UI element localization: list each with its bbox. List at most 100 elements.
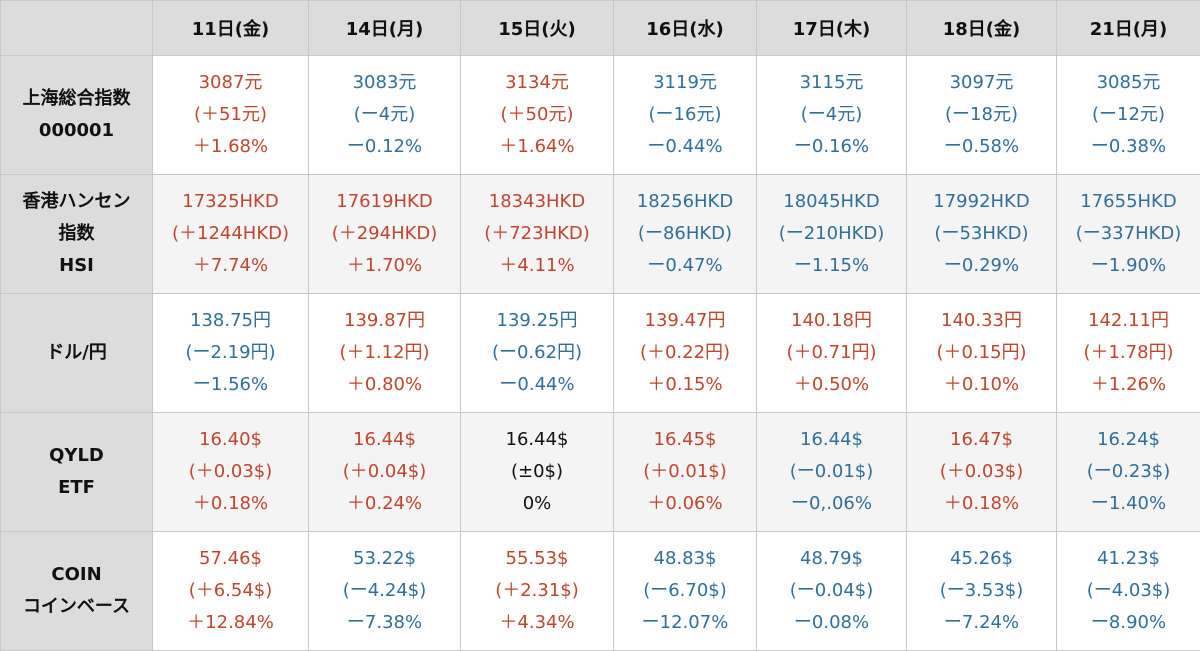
quote-cell: 48.83$(ー6.70$)ー12.07% [614, 532, 757, 651]
change-value: (ー12元) [1057, 99, 1200, 131]
price-value: 140.33円 [907, 305, 1056, 337]
quote-cell: 139.87円(＋1.12円)＋0.80% [309, 294, 461, 413]
change-percent: ー0.08% [757, 607, 906, 639]
change-percent: ー7.38% [309, 607, 460, 639]
quote-cell: 18256HKD(ー86HKD)ー0.47% [614, 175, 757, 294]
quote-cell: 3119元(ー16元)ー0.44% [614, 56, 757, 175]
change-value: (ー0.23$) [1057, 456, 1200, 488]
quote-cell: 138.75円(ー2.19円)ー1.56% [153, 294, 309, 413]
change-percent: ー0,.06% [757, 488, 906, 520]
change-percent: ー1.90% [1057, 250, 1200, 282]
date-header: 16日(水) [614, 1, 757, 56]
quote-cell: 16.24$(ー0.23$)ー1.40% [1057, 413, 1200, 532]
row-label-line: 000001 [1, 115, 152, 147]
change-percent: ＋12.84% [153, 607, 308, 639]
change-percent: ー0.38% [1057, 131, 1200, 163]
change-value: (ー53HKD) [907, 218, 1056, 250]
header-row: 11日(金) 14日(月) 15日(火) 16日(水) 17日(木) 18日(金… [1, 1, 1200, 56]
price-value: 16.47$ [907, 424, 1056, 456]
quote-cell: 53.22$(ー4.24$)ー7.38% [309, 532, 461, 651]
change-value: (ー0.01$) [757, 456, 906, 488]
quote-cell: 16.40$(＋0.03$)＋0.18% [153, 413, 309, 532]
quote-cell: 3134元(＋50元)＋1.64% [461, 56, 614, 175]
change-percent: ＋0.18% [907, 488, 1056, 520]
price-value: 17619HKD [309, 186, 460, 218]
price-value: 3083元 [309, 67, 460, 99]
change-value: (＋50元) [461, 99, 613, 131]
change-value: (＋1.12円) [309, 337, 460, 369]
quote-cell: 3115元(ー4元)ー0.16% [757, 56, 907, 175]
quote-cell: 142.11円(＋1.78円)＋1.26% [1057, 294, 1200, 413]
quote-cell: 55.53$(＋2.31$)＋4.34% [461, 532, 614, 651]
price-value: 17325HKD [153, 186, 308, 218]
change-value: (＋1.78円) [1057, 337, 1200, 369]
price-value: 16.45$ [614, 424, 756, 456]
change-value: (ー4.24$) [309, 575, 460, 607]
quote-cell: 3085元(ー12元)ー0.38% [1057, 56, 1200, 175]
price-value: 3087元 [153, 67, 308, 99]
price-value: 16.44$ [461, 424, 613, 456]
quote-cell: 3087元(＋51元)＋1.68% [153, 56, 309, 175]
price-value: 16.40$ [153, 424, 308, 456]
change-value: (＋1244HKD) [153, 218, 308, 250]
quote-cell: 3083元(ー4元)ー0.12% [309, 56, 461, 175]
change-value: (ー337HKD) [1057, 218, 1200, 250]
change-value: (＋6.54$) [153, 575, 308, 607]
date-header: 15日(火) [461, 1, 614, 56]
change-percent: ー0.58% [907, 131, 1056, 163]
quote-cell: 17619HKD(＋294HKD)＋1.70% [309, 175, 461, 294]
quote-cell: 3097元(ー18元)ー0.58% [907, 56, 1057, 175]
price-value: 138.75円 [153, 305, 308, 337]
change-percent: ＋7.74% [153, 250, 308, 282]
quote-cell: 16.47$(＋0.03$)＋0.18% [907, 413, 1057, 532]
row-label-line: 上海総合指数 [1, 83, 152, 115]
change-percent: ー12.07% [614, 607, 756, 639]
change-percent: ＋0.50% [757, 369, 906, 401]
change-value: (＋0.71円) [757, 337, 906, 369]
change-percent: ー7.24% [907, 607, 1056, 639]
quote-cell: 139.47円(＋0.22円)＋0.15% [614, 294, 757, 413]
price-value: 18256HKD [614, 186, 756, 218]
price-value: 3085元 [1057, 67, 1200, 99]
change-percent: ー0.44% [614, 131, 756, 163]
quote-cell: 18343HKD(＋723HKD)＋4.11% [461, 175, 614, 294]
row-label-line: コインベース [1, 591, 152, 623]
price-value: 45.26$ [907, 543, 1056, 575]
row-label-line: HSI [1, 250, 152, 282]
change-percent: ＋4.34% [461, 607, 613, 639]
price-value: 17655HKD [1057, 186, 1200, 218]
quote-cell: 48.79$(ー0.04$)ー0.08% [757, 532, 907, 651]
quote-cell: 16.44$(＋0.04$)＋0.24% [309, 413, 461, 532]
change-percent: ＋4.11% [461, 250, 613, 282]
quote-cell: 57.46$(＋6.54$)＋12.84% [153, 532, 309, 651]
change-value: (ー0.62円) [461, 337, 613, 369]
row-label-line: ドル/円 [1, 337, 152, 369]
row-label-line: 香港ハンセン [1, 186, 152, 218]
change-percent: ー1.15% [757, 250, 906, 282]
change-value: (ー210HKD) [757, 218, 906, 250]
change-percent: ー1.56% [153, 369, 308, 401]
price-value: 139.25円 [461, 305, 613, 337]
change-percent: ー0.44% [461, 369, 613, 401]
price-value: 139.47円 [614, 305, 756, 337]
change-value: (＋723HKD) [461, 218, 613, 250]
row-label-line: COIN [1, 559, 152, 591]
price-value: 140.18円 [757, 305, 906, 337]
quote-cell: 16.45$(＋0.01$)＋0.06% [614, 413, 757, 532]
change-value: (ー4元) [757, 99, 906, 131]
price-value: 53.22$ [309, 543, 460, 575]
change-percent: ＋0.24% [309, 488, 460, 520]
quote-cell: 140.18円(＋0.71円)＋0.50% [757, 294, 907, 413]
date-header: 11日(金) [153, 1, 309, 56]
change-value: (ー4.03$) [1057, 575, 1200, 607]
change-value: (＋0.15円) [907, 337, 1056, 369]
price-value: 57.46$ [153, 543, 308, 575]
quote-cell: 16.44$(ー0.01$)ー0,.06% [757, 413, 907, 532]
change-value: (＋0.04$) [309, 456, 460, 488]
